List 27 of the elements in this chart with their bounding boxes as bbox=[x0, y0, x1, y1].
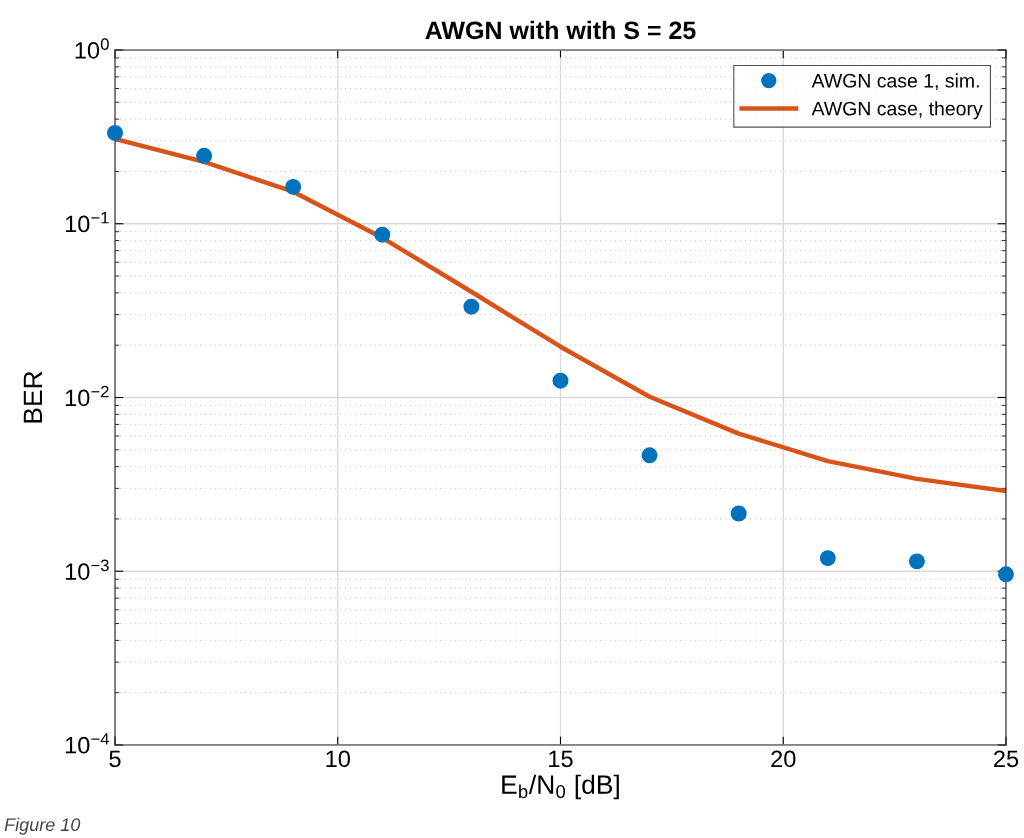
point bbox=[998, 566, 1014, 583]
point bbox=[285, 178, 302, 195]
point bbox=[463, 298, 480, 315]
point bbox=[107, 124, 123, 141]
y-tick-label: 10$^{−3}$ bbox=[65, 559, 109, 580]
x-tick-label: 15 bbox=[549, 750, 573, 768]
point bbox=[641, 447, 658, 464]
point bbox=[196, 147, 213, 164]
y-tick-label: 10$^{−1}$ bbox=[65, 212, 109, 233]
point bbox=[730, 505, 747, 522]
chart-title: AWGN with with S = 25 bbox=[425, 20, 696, 40]
legend-label: AWGN case 1, sim. bbox=[811, 73, 979, 90]
x-axis-title: E$_{b}$/N$_{0}$ [dB] bbox=[502, 774, 619, 800]
point bbox=[552, 372, 569, 389]
y-tick-label: 10$^{−2}$ bbox=[65, 385, 109, 407]
x-tick-label: 10 bbox=[326, 750, 350, 768]
y-tick-label: 10$^{0}$ bbox=[75, 38, 109, 59]
x-tick-label: 25 bbox=[994, 750, 1019, 768]
x-tick-label: 5 bbox=[109, 750, 121, 768]
point bbox=[908, 553, 925, 570]
x-tick-label: 20 bbox=[771, 750, 796, 768]
caption: Figure 10 bbox=[4, 817, 81, 835]
point bbox=[819, 550, 836, 567]
y-axis-title: BER bbox=[23, 371, 42, 423]
legend-label: AWGN case, theory bbox=[811, 101, 983, 120]
point bbox=[374, 226, 391, 243]
y-tick-label: 10$^{−4}$ bbox=[65, 733, 109, 754]
